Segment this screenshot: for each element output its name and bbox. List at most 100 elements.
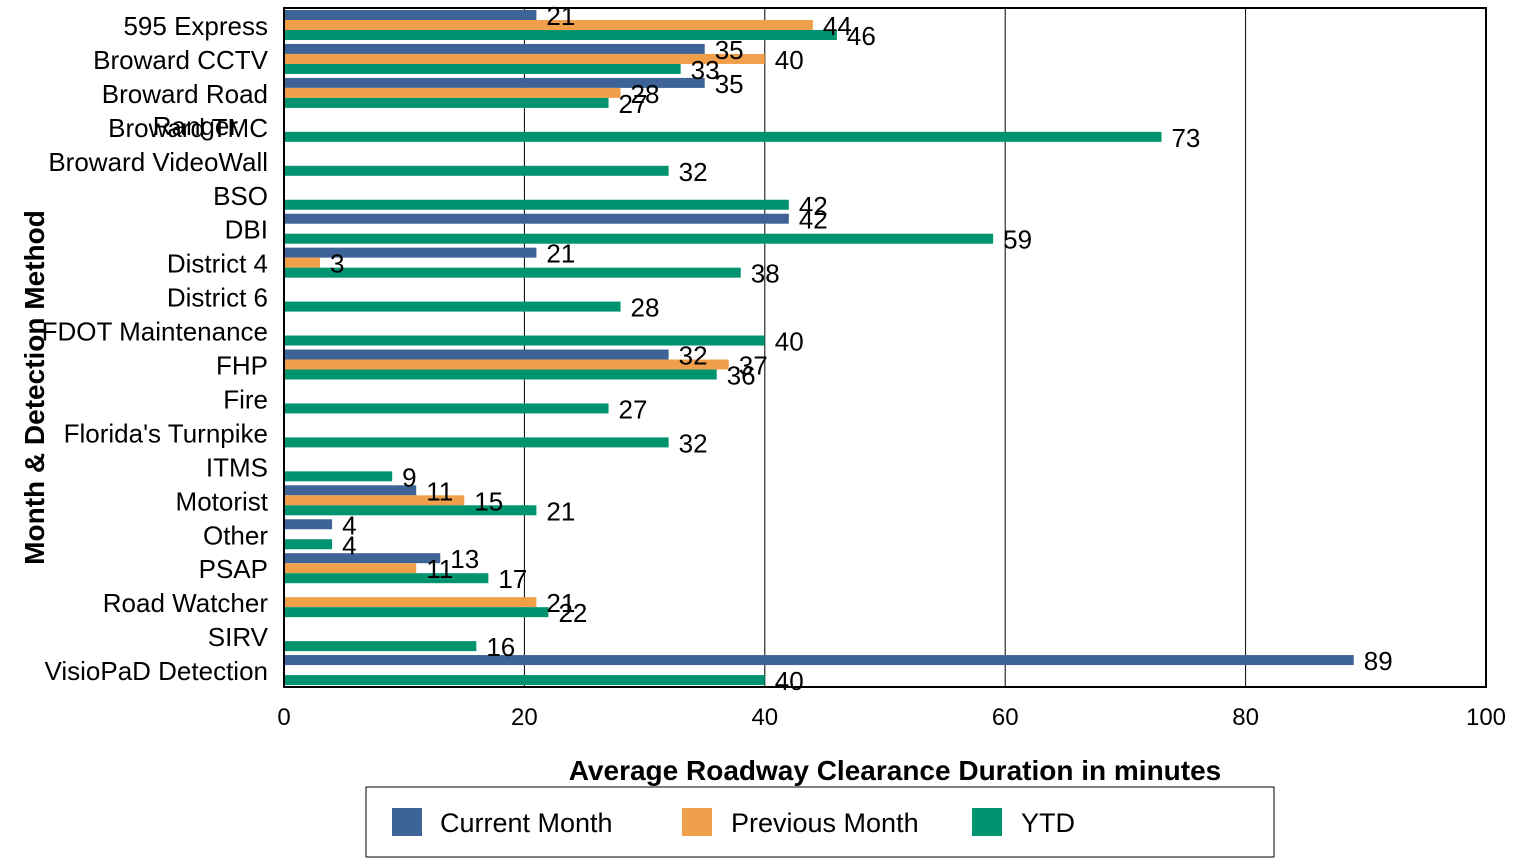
data-label: 32 [679, 428, 708, 458]
data-label: 17 [498, 564, 527, 594]
bar [284, 301, 621, 312]
data-label: 38 [751, 259, 780, 289]
bar [284, 485, 417, 496]
category-label: Florida's Turnpike [64, 418, 268, 448]
category-label: FDOT Maintenance [42, 317, 268, 347]
category-label: Fire [223, 384, 268, 414]
category-label: 595 Express [123, 11, 268, 41]
data-label: 32 [679, 157, 708, 187]
data-label: 22 [558, 598, 587, 628]
x-tick-label: 60 [992, 704, 1019, 731]
legend-swatch [682, 808, 712, 836]
bar [284, 505, 537, 516]
legend-label: Previous Month [731, 808, 919, 838]
data-label: 33 [691, 55, 720, 85]
category-label: District 6 [167, 283, 268, 313]
bar [284, 87, 621, 98]
bar [284, 213, 789, 224]
category-label: Broward TMC [108, 113, 268, 143]
category-label: PSAP [199, 554, 268, 584]
data-label: 21 [546, 239, 575, 269]
data-label: 15 [474, 486, 503, 516]
data-label: 32 [679, 341, 708, 371]
category-label: VisioPaD Detection [44, 656, 268, 686]
x-tick-label: 40 [751, 704, 778, 731]
bar [284, 349, 669, 360]
data-label: 21 [546, 588, 575, 618]
data-label: 59 [1003, 225, 1032, 255]
legend-box [365, 786, 1275, 858]
legend-label: YTD [1021, 808, 1075, 838]
data-label: 4 [342, 530, 356, 560]
data-label: 28 [631, 79, 660, 109]
plot-area-frame [283, 7, 1487, 688]
bar [284, 20, 813, 30]
y-axis-title: Month & Detection Method [19, 210, 50, 565]
category-label: Broward Road Ranger [102, 79, 268, 141]
category-label: Road Watcher [103, 588, 269, 618]
bar [284, 573, 489, 584]
data-label: 27 [619, 89, 648, 119]
category-labels: 595 Express Broward CCTV Broward Road Range… [42, 11, 269, 686]
x-tick-label: 100 [1466, 704, 1506, 731]
category-label: Other [203, 520, 268, 550]
x-tick-label: 80 [1232, 704, 1259, 731]
data-label: 16 [486, 632, 515, 662]
data-label: 89 [1364, 646, 1393, 676]
data-label: 40 [775, 45, 804, 75]
bar [284, 369, 717, 380]
category-label: District 4 [167, 249, 268, 279]
bar [284, 267, 741, 278]
category-label: Broward VideoWall [48, 147, 268, 177]
data-label: 9 [402, 462, 416, 492]
bar [284, 63, 681, 74]
x-tick-labels: 0 20 40 60 80 100 [277, 704, 1506, 731]
data-label: 3 [330, 249, 344, 279]
data-label: 4 [342, 510, 356, 540]
data-label: 40 [775, 666, 804, 696]
bar [284, 553, 441, 564]
data-label: 42 [799, 191, 828, 221]
legend: Current Month Previous Month YTD [365, 786, 1275, 858]
x-tick-label: 20 [511, 704, 538, 731]
bar [284, 233, 994, 244]
bars [284, 10, 1354, 686]
data-label: 42 [799, 205, 828, 235]
legend-label: Current Month [440, 808, 613, 838]
bar [284, 30, 837, 40]
data-label: 37 [739, 351, 768, 381]
bar [284, 539, 333, 550]
bar [284, 607, 549, 618]
bar [284, 97, 609, 108]
legend-swatch [972, 808, 1002, 836]
gridlines [523, 8, 1247, 687]
bar [284, 359, 729, 370]
data-label: 11 [426, 476, 453, 506]
category-label: DBI [225, 215, 268, 245]
bar [284, 53, 765, 64]
bar [284, 247, 537, 258]
data-label: 40 [775, 327, 804, 357]
category-label: Broward CCTV [93, 45, 268, 75]
bar [284, 675, 765, 686]
bar [284, 199, 789, 210]
bar [284, 335, 765, 346]
category-label: Motorist [176, 486, 269, 516]
bar [284, 131, 1162, 142]
category-label: SIRV [208, 622, 269, 652]
bar [284, 437, 669, 448]
bar [284, 257, 321, 268]
data-label: 11 [426, 554, 453, 584]
data-label: 21 [546, 1, 575, 31]
data-label: 35 [715, 69, 744, 99]
bar [284, 10, 537, 20]
data-label: 46 [847, 21, 876, 51]
bar [284, 563, 417, 574]
category-label: BSO [213, 181, 268, 211]
legend-swatch [392, 808, 422, 836]
x-tick-label: 0 [277, 704, 290, 731]
bar [284, 597, 537, 608]
bar [284, 495, 465, 506]
data-label: 36 [727, 361, 756, 391]
bar [284, 655, 1354, 666]
